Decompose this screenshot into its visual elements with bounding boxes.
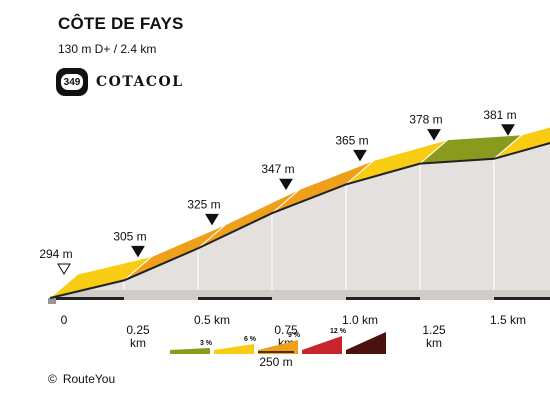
base-segment-dark bbox=[494, 297, 550, 300]
elevation-marker bbox=[501, 124, 515, 136]
distance-tick-label: km bbox=[130, 336, 146, 350]
elevation-label: 294 m bbox=[39, 247, 72, 261]
profile-base-top bbox=[50, 290, 550, 300]
copyright-icon: © bbox=[48, 372, 57, 386]
elevation-marker bbox=[131, 245, 145, 258]
gradient-legend-swatch bbox=[258, 340, 298, 354]
credit: © RouteYou bbox=[48, 372, 115, 386]
distance-tick-label: 1.25 bbox=[422, 323, 446, 337]
base-segment-dark bbox=[346, 297, 420, 300]
elevation-label: 305 m bbox=[113, 229, 146, 243]
gradient-legend-swatch bbox=[302, 336, 342, 354]
gradient-legend-label: 3 % bbox=[200, 340, 213, 347]
gradient-legend-label: 12 % bbox=[330, 328, 347, 335]
base-segment-dark bbox=[50, 297, 124, 300]
elevation-label: 325 m bbox=[187, 197, 220, 211]
profile-start-edge bbox=[48, 298, 56, 304]
distance-tick-label: km bbox=[426, 336, 442, 350]
gradient-legend-swatch bbox=[214, 344, 254, 354]
climb-title: CÔTE DE FAYS bbox=[58, 14, 184, 33]
elevation-label: 378 m bbox=[409, 113, 442, 127]
climb-stats: 130 m D+ / 2.4 km bbox=[58, 42, 157, 56]
credit-text: RouteYou bbox=[62, 372, 116, 386]
distance-tick-label: 1.5 km bbox=[490, 313, 526, 327]
gradient-legend-label: 6 % bbox=[244, 336, 257, 343]
elevation-marker bbox=[205, 213, 219, 226]
elevation-label: 365 m bbox=[335, 133, 368, 147]
elevation-marker bbox=[353, 149, 367, 162]
elevation-label: 347 m bbox=[261, 162, 294, 176]
cotacol-brand: COTACOL bbox=[96, 74, 184, 90]
profile-outline bbox=[49, 142, 550, 299]
distance-tick-label: 0.75 bbox=[274, 323, 298, 337]
distance-tick-label: 0.5 km bbox=[194, 313, 230, 327]
profile-side-wall bbox=[50, 143, 550, 300]
gradient-legend-label: 9 % bbox=[288, 332, 301, 339]
base-segment-dark bbox=[198, 297, 272, 300]
distance-tick-label: 0 bbox=[61, 313, 68, 327]
elevation-label: 381 m bbox=[483, 108, 516, 122]
cotacol-badge: 349 bbox=[56, 68, 88, 96]
distance-tick-label: 0.25 bbox=[126, 323, 150, 337]
gradient-legend-swatch bbox=[346, 332, 386, 354]
cotacol-number: 349 bbox=[61, 74, 83, 90]
distance-tick-label: 1.0 km bbox=[342, 313, 378, 327]
elevation-marker bbox=[57, 263, 71, 275]
cotacol-logo: 349 COTACOL bbox=[56, 66, 184, 98]
scale-bar-label: 250 m bbox=[259, 355, 292, 369]
elevation-marker bbox=[427, 129, 441, 141]
elevation-marker bbox=[279, 178, 293, 191]
gradient-legend-swatch bbox=[170, 348, 210, 354]
